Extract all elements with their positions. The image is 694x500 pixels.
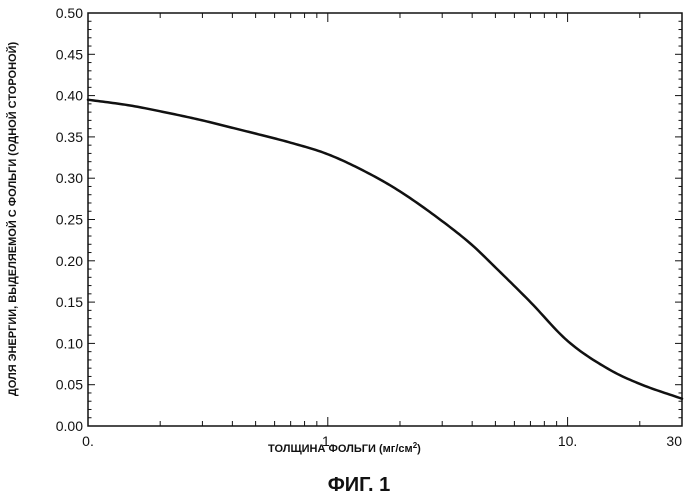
x-axis-label: ТОЛЩИНА ФОЛЬГИ (мг/см2) (268, 441, 421, 456)
y-tick-label: 0.25 (56, 212, 83, 228)
y-tick-label: 0.05 (56, 377, 83, 393)
x-axis-label-end: ) (417, 443, 421, 455)
y-tick-label: 0.00 (56, 418, 83, 434)
series-line (88, 100, 682, 399)
y-axis-label: ДОЛЯ ЭНЕРГИИ, ВЫДЕЛЯЕМОЙ С ФОЛЬГИ (ОДНОЙ… (6, 42, 19, 397)
y-tick-label: 0.15 (56, 294, 83, 310)
y-tick-label: 0.35 (56, 129, 83, 145)
plot-frame (88, 13, 682, 426)
y-tick-label: 0.50 (56, 5, 83, 21)
figure-caption: ФИГ. 1 (328, 474, 391, 496)
x-tick-label: 30 (666, 433, 682, 449)
x-axis-label-main: ТОЛЩИНА ФОЛЬГИ (мг/см (268, 443, 413, 455)
y-tick-label: 0.20 (56, 253, 83, 269)
y-tick-label: 0.10 (56, 335, 83, 351)
x-tick-label: 0. (82, 433, 94, 449)
y-tick-label: 0.30 (56, 170, 83, 186)
y-tick-label: 0.45 (56, 46, 83, 62)
x-tick-label: 10. (558, 433, 577, 449)
y-tick-label: 0.40 (56, 88, 83, 104)
